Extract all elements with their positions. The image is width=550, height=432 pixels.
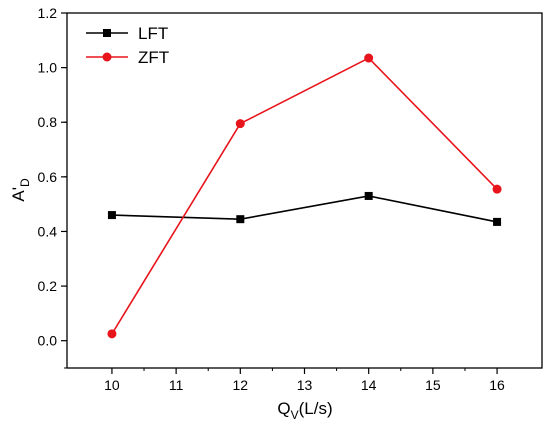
- data-point-lft: [493, 217, 502, 226]
- x-tick-label: 16: [489, 377, 505, 393]
- legend-marker-zft: [102, 52, 112, 62]
- data-point-zft: [364, 53, 374, 63]
- legend-label-lft: LFT: [138, 24, 168, 43]
- axis-ticks: 10 11 12 13 14 15 16 0.0 0.2 0.4 0.6 0.8 1.0 1.2: [38, 5, 506, 393]
- y-tick-label: 1.2: [38, 5, 58, 21]
- y-tick-label: 0.0: [38, 333, 58, 349]
- legend-label-zft: ZFT: [138, 48, 169, 67]
- data-point-lft: [364, 191, 373, 200]
- y-axis-title: A'D: [9, 178, 32, 202]
- x-axis-title: QV(L/s): [277, 399, 332, 422]
- y-tick-label: 0.6: [38, 169, 58, 185]
- data-point-lft: [107, 211, 116, 220]
- x-tick-label: 13: [297, 377, 313, 393]
- series-line-lft: [111, 195, 498, 223]
- y-tick-label: 0.2: [38, 278, 58, 294]
- x-axis-title-sub: V: [291, 408, 299, 422]
- series-layer: [107, 53, 502, 339]
- x-tick-label: 11: [169, 377, 184, 393]
- y-axis-title-main: A': [9, 187, 28, 202]
- x-tick-label: 10: [104, 377, 120, 393]
- y-axis-title-sub: D: [18, 178, 32, 187]
- x-axis-title-main: Q: [277, 399, 290, 418]
- x-axis-title-rest: (L/s): [299, 399, 333, 418]
- x-tick-label: 14: [361, 377, 377, 393]
- data-point-zft: [107, 329, 117, 339]
- x-tick-label: 15: [425, 377, 441, 393]
- y-tick-label: 0.4: [38, 223, 58, 239]
- x-tick-label: 12: [233, 377, 249, 393]
- y-tick-label: 1.0: [38, 60, 58, 76]
- series-line-zft: [111, 57, 498, 335]
- data-point-zft: [492, 184, 502, 194]
- legend: LFT ZFT: [86, 24, 169, 67]
- legend-marker-lft: [103, 29, 111, 37]
- data-point-zft: [235, 119, 245, 129]
- y-tick-label: 0.8: [38, 114, 58, 130]
- data-point-lft: [236, 215, 245, 224]
